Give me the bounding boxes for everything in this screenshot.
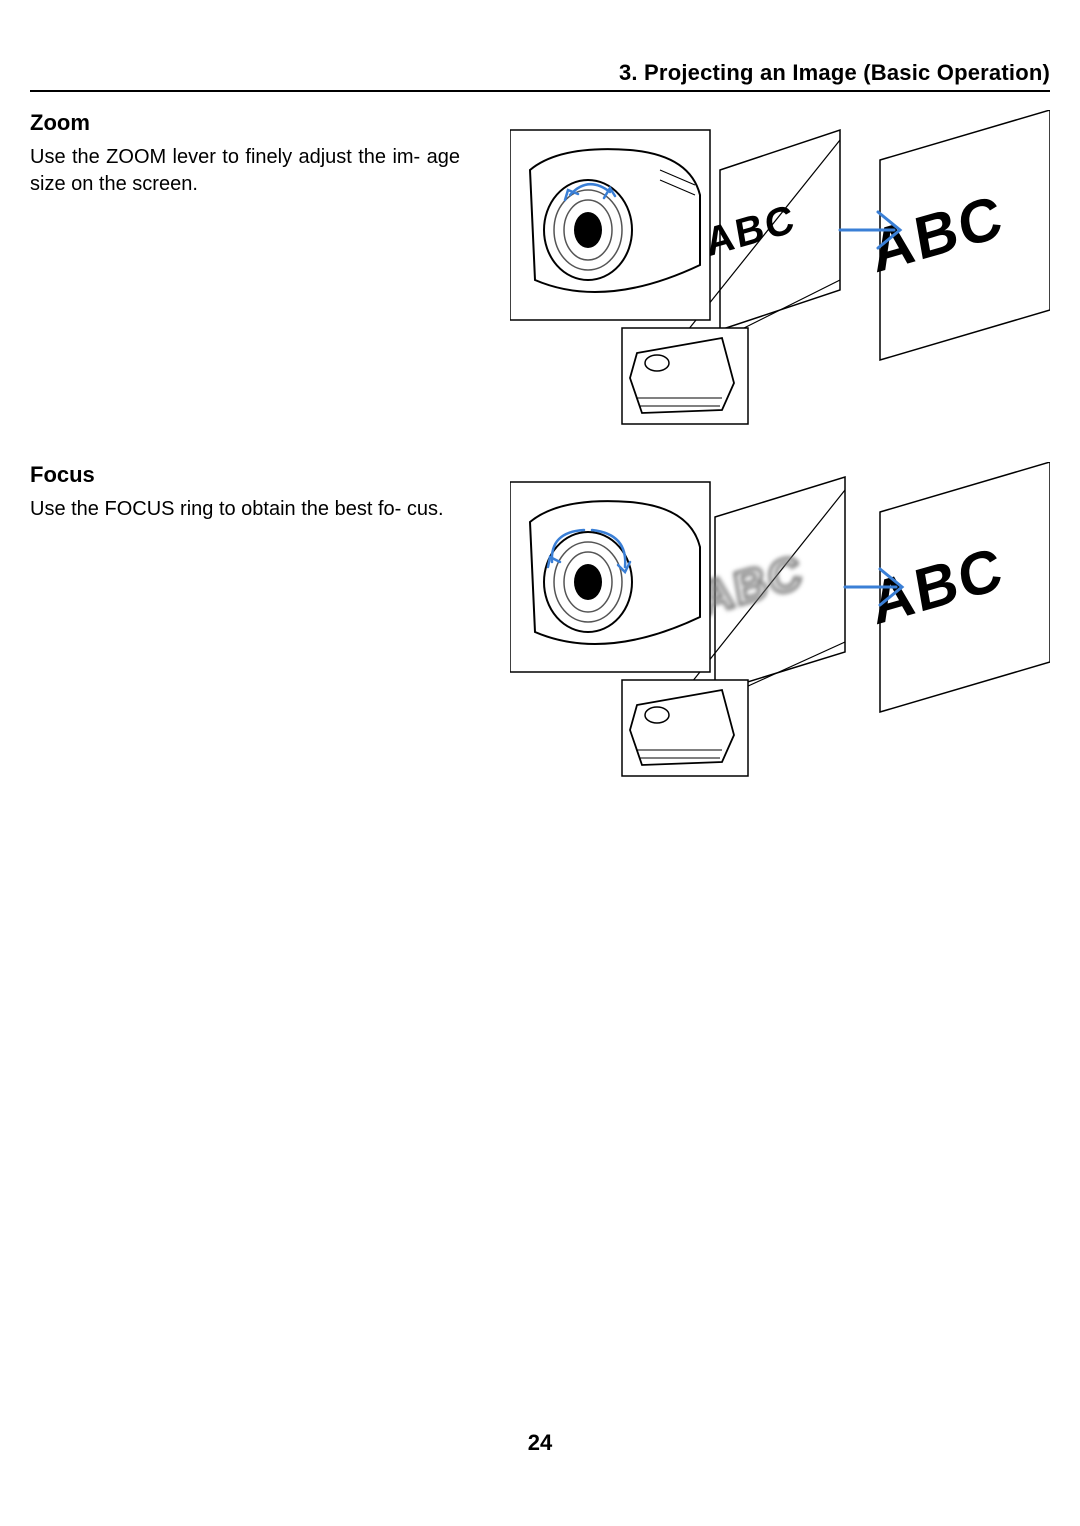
- page-content: 3. Projecting an Image (Basic Operation)…: [30, 60, 1050, 814]
- zoom-projector-top: [622, 328, 748, 424]
- chapter-header: 3. Projecting an Image (Basic Operation): [30, 60, 1050, 92]
- section-focus: Focus Use the FOCUS ring to obtain the b…: [30, 462, 1050, 802]
- figure-focus: ABC ABC: [510, 462, 1050, 782]
- section-zoom: Zoom Use the ZOOM lever to finely adjust…: [30, 110, 1050, 450]
- figure-zoom: ABC ABC: [510, 110, 1050, 430]
- zoom-projector-front: [510, 130, 710, 320]
- section-zoom-body: Use the ZOOM lever to finely adjust the …: [30, 144, 460, 198]
- focus-projector-front: [510, 482, 710, 672]
- section-focus-body: Use the FOCUS ring to obtain the best fo…: [30, 496, 460, 523]
- focus-projector-top: [622, 680, 748, 776]
- chapter-title: 3. Projecting an Image (Basic Operation): [619, 60, 1050, 85]
- page-number: 24: [0, 1430, 1080, 1456]
